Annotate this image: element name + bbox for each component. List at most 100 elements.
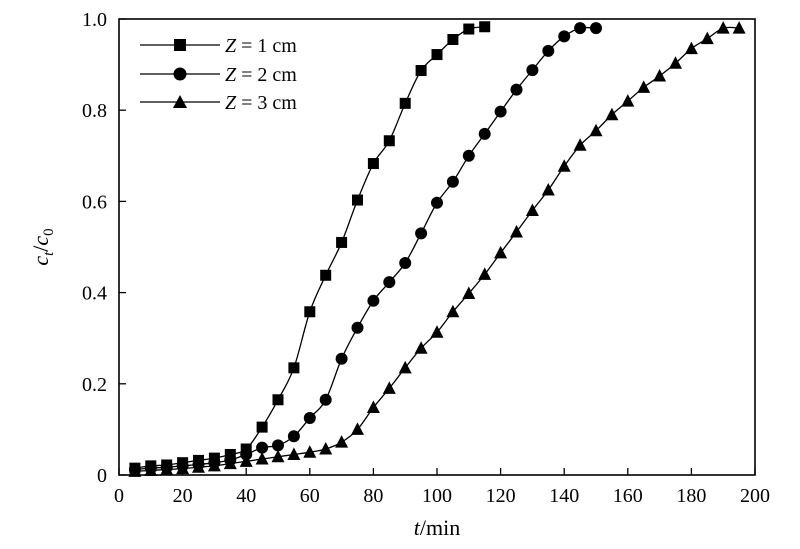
data-point-triangle — [366, 400, 380, 414]
y-tick-label: 1.0 — [82, 9, 107, 31]
data-point-circle — [558, 30, 571, 43]
y-axis-var: c — [28, 256, 53, 266]
data-point-triangle — [398, 360, 412, 374]
data-point-square — [383, 135, 395, 147]
data-point-triangle — [335, 435, 349, 448]
x-tick-label: 0 — [114, 485, 124, 507]
x-tick-label: 160 — [613, 485, 643, 507]
x-tick-label: 140 — [549, 485, 579, 507]
data-point-square — [479, 21, 491, 33]
data-point-triangle — [684, 41, 698, 55]
x-axis-var: t — [414, 515, 421, 540]
legend-var-z3: Z — [225, 92, 237, 114]
data-point-circle — [494, 105, 507, 118]
data-point-triangle — [605, 107, 619, 121]
data-point-circle — [383, 276, 396, 289]
data-point-circle — [478, 127, 491, 140]
data-point-circle — [256, 441, 269, 454]
data-point-triangle — [239, 454, 253, 467]
data-point-triangle — [207, 458, 221, 472]
ticks: 0 20 40 60 80 100 120 140 160 180 200 0 0.2 0.4 0.6 0.8… — [82, 9, 770, 507]
data-point-triangle — [319, 442, 333, 455]
data-point-triangle — [525, 203, 539, 217]
data-point-circle — [335, 352, 348, 365]
data-point-square — [272, 394, 284, 406]
x-tick-label: 40 — [236, 485, 256, 507]
data-point-circle — [462, 149, 475, 162]
legend-label-z2: Z = 2 cm — [225, 64, 297, 86]
data-point-square — [256, 421, 268, 433]
series-line — [134, 26, 485, 469]
data-point-triangle — [271, 449, 285, 463]
data-point-triangle — [637, 80, 651, 93]
x-axis-title: t/min — [414, 515, 460, 540]
data-point-triangle — [669, 56, 682, 69]
data-point-triangle — [541, 183, 555, 196]
plot-area-frame — [118, 18, 756, 476]
data-point-triangle — [430, 325, 444, 338]
data-point-circle — [351, 321, 364, 334]
x-tick-label: 20 — [173, 485, 193, 507]
data-point-square — [352, 194, 363, 206]
legend-circle-marker — [173, 67, 187, 81]
series-circle — [128, 22, 602, 476]
data-point-triangle — [382, 381, 396, 394]
data-point-circle — [526, 64, 539, 77]
x-tick-label: 120 — [486, 485, 516, 507]
data-point-triangle — [255, 452, 269, 465]
data-point-circle — [446, 175, 459, 188]
data-point-triangle — [557, 159, 571, 172]
data-point-triangle — [287, 447, 301, 460]
data-point-square — [463, 23, 475, 35]
data-point-triangle — [128, 464, 142, 477]
data-point-triangle — [621, 94, 635, 107]
series — [128, 21, 746, 477]
legend-rest-z2: = 2 cm — [236, 64, 297, 86]
data-point-square — [447, 34, 459, 46]
legend-rest-z3: = 3 cm — [236, 92, 297, 114]
data-point-square — [431, 49, 443, 61]
legend-triangle-marker — [173, 95, 187, 108]
legend-entry-z2: Z = 2 cm — [140, 64, 297, 86]
data-point-circle — [431, 196, 443, 209]
data-point-circle — [272, 439, 284, 452]
x-tick-label: 200 — [740, 485, 770, 507]
data-point-triangle — [700, 31, 714, 45]
data-point-triangle — [223, 456, 237, 470]
data-point-square — [304, 306, 316, 318]
y-axis-sub2: 0 — [41, 228, 57, 236]
legend-var-z2: Z — [225, 64, 237, 86]
x-axis-unit: /min — [420, 515, 460, 540]
data-point-triangle — [414, 341, 428, 354]
data-point-triangle — [160, 462, 174, 476]
legend-rest-z1: = 1 cm — [236, 35, 297, 57]
data-point-triangle — [446, 304, 460, 318]
data-point-triangle — [510, 224, 523, 238]
data-point-triangle — [589, 123, 603, 137]
y-tick-label: 0 — [97, 465, 107, 487]
series-triangle — [128, 21, 746, 477]
x-tick-label: 180 — [676, 485, 706, 507]
data-point-square — [415, 65, 427, 77]
data-point-triangle — [732, 21, 746, 34]
data-point-circle — [542, 44, 555, 57]
legend-entry-z3: Z = 3 cm — [140, 92, 297, 114]
legend-square-marker — [174, 39, 186, 51]
data-point-triangle — [478, 267, 492, 280]
series-square — [129, 21, 491, 474]
data-point-circle — [287, 430, 300, 443]
x-tick-label: 100 — [422, 485, 452, 507]
data-point-square — [367, 158, 379, 170]
series-line — [134, 26, 597, 471]
data-point-triangle — [176, 461, 190, 475]
data-point-square — [399, 97, 411, 109]
data-point-square — [288, 362, 300, 374]
data-point-square — [336, 236, 348, 248]
data-point-circle — [415, 227, 428, 240]
y-tick-label: 0.4 — [82, 283, 107, 305]
data-point-triangle — [494, 245, 508, 259]
data-point-triangle — [144, 463, 158, 476]
data-point-circle — [319, 393, 332, 406]
data-point-triangle — [192, 460, 205, 473]
